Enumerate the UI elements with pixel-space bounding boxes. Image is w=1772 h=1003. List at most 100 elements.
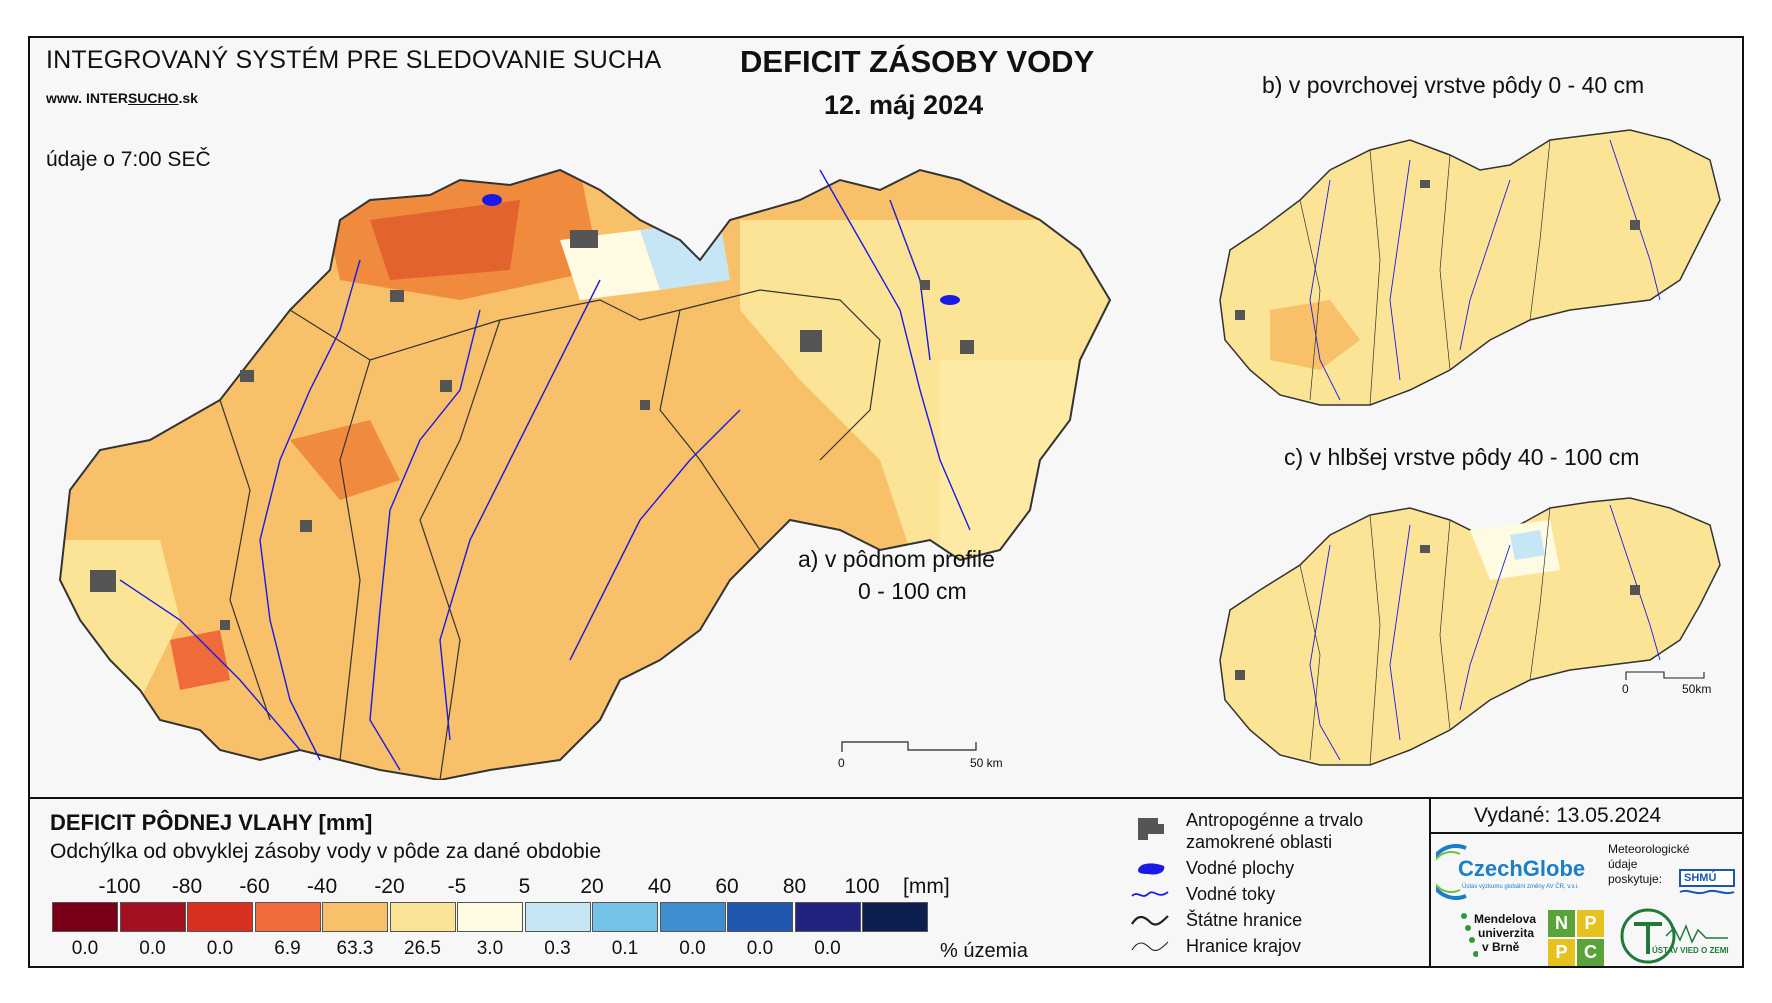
legend-color-box (389, 902, 456, 932)
legend-scale-label: 20 (580, 875, 604, 898)
legend-color-box (457, 902, 523, 932)
legend-region-border: Hranice krajov (1186, 936, 1302, 956)
legend-percent-value: 0.3 (544, 938, 571, 959)
legend-scale-label: 5 (518, 875, 531, 898)
state-border-icon (1131, 915, 1169, 926)
legend-urban-line2: zamokrené oblasti (1186, 832, 1333, 852)
uvz-logo (1620, 908, 1728, 964)
url-part1: INTER (85, 90, 128, 106)
map-a-southwest-red-patch (170, 630, 230, 690)
legend-color-box (322, 902, 388, 932)
map-a-water-bodies (482, 194, 960, 305)
shmu-text: SHMÚ (1684, 872, 1717, 884)
legend-percent-value: 0.0 (206, 938, 234, 959)
map-b-urban-areas (1235, 180, 1640, 320)
map-a-soil-profile (58, 168, 1112, 780)
legend-percent-value: 0.0 (139, 938, 166, 959)
legend-color-box (187, 902, 253, 932)
main-title: DEFICIT ZÁSOBY VODY (740, 44, 1095, 79)
map-a-scale-fifty: 50 km (970, 756, 1003, 770)
legend-water: Vodné plochy (1186, 858, 1295, 878)
legend-color-box (592, 902, 658, 932)
url-suffix: .sk (178, 90, 198, 106)
meteo-line2: údaje (1608, 857, 1638, 871)
shmu-logo (1679, 869, 1735, 895)
legend-color-box (254, 902, 321, 932)
map-b-label: b) v povrchovej vrstve pôdy 0 - 40 cm (1262, 72, 1645, 98)
url-prefix: www. (46, 90, 83, 106)
legend-scale-label: -60 (239, 875, 270, 898)
meteo-line1: Meteorologické (1608, 842, 1690, 856)
nppc-letter-p2: P (1548, 939, 1575, 966)
map-c-territory (1219, 497, 1721, 766)
meteo-line3: poskytuje: (1608, 872, 1663, 886)
legend-percent-value: 0.0 (679, 938, 706, 959)
url-part2: SUCHO (127, 90, 179, 106)
issued-divider (1429, 832, 1744, 834)
legend-percent-value: 26.5 (404, 938, 441, 959)
website-url[interactable]: www. INTERSUCHO.sk (46, 90, 198, 106)
legend-percent-value: 0.0 (814, 938, 841, 959)
legend-scale-label: 60 (715, 875, 739, 898)
legend-panel (28, 797, 1744, 970)
region-border-icon (1131, 941, 1169, 951)
legend-scale-label: -100 (98, 875, 141, 898)
legend-scale-label: -40 (306, 875, 338, 898)
map-small-scale-fifty: 50km (1682, 682, 1712, 696)
legend-percent-value: 0.1 (611, 938, 639, 959)
legend-scale-label: -5 (447, 875, 467, 898)
map-c-label: c) v hlbšej vrstve pôdy 40 - 100 cm (1284, 444, 1640, 470)
legend-color-box (119, 902, 186, 932)
nppc-logo: N P P C (1548, 910, 1604, 966)
map-small-scale-zero: 0 (1622, 682, 1629, 696)
map-b-darker-area (1270, 300, 1360, 370)
map-a-central-dark-area (290, 420, 400, 500)
legend-percent-value: 0.0 (746, 938, 774, 959)
legend-scale-label: 100 (844, 875, 880, 898)
legend-color-box (52, 902, 118, 932)
nppc-letter-n: N (1548, 910, 1575, 937)
map-a-scale-zero: 0 (838, 756, 845, 770)
map-c-urban-areas (1235, 545, 1640, 680)
map-a-label-line1: a) v pôdnom profile (798, 546, 995, 572)
issued-date: Vydané: 13.05.2024 (1474, 804, 1662, 827)
map-a-state-border (58, 168, 1112, 780)
legend-percent-value: 63.3 (336, 938, 374, 959)
legend-scale-label: 80 (782, 875, 807, 898)
mendel-dots-icon (1461, 913, 1478, 957)
mendel-line2: univerzita (1478, 926, 1535, 940)
data-time-note: údaje o 7:00 SEČ (46, 148, 211, 171)
legend-urban-line1: Antropogénne a trvalo (1186, 810, 1364, 830)
legend-unit-percent: % územia (940, 940, 1028, 962)
map-a-urban-areas (90, 230, 974, 630)
main-date: 12. máj 2024 (824, 90, 984, 120)
legend-color-box (862, 902, 928, 932)
system-title: INTEGROVANÝ SYSTÉM PRE SLEDOVANIE SUCHA (46, 46, 662, 74)
legend-percent-value: 3.0 (476, 938, 504, 959)
legend-color-box (794, 902, 861, 932)
map-small-scale-bar (1625, 671, 1705, 680)
legend-scale-label: -80 (171, 875, 203, 898)
nppc-letter-p1: P (1577, 910, 1604, 937)
legend-color-box (524, 902, 591, 932)
legend-unit-mm: [mm] (903, 875, 950, 898)
legend-rivers: Vodné toky (1186, 884, 1276, 904)
river-icon (1131, 891, 1169, 897)
czechglobe-name: CzechGlobe (1458, 856, 1586, 881)
map-a-label-line2: 0 - 100 cm (858, 578, 967, 604)
map-c-region-borders (1299, 507, 1551, 766)
legend-state-border: Štátne hranice (1186, 910, 1303, 930)
urban-area-icon (1138, 818, 1164, 840)
legend-subtitle: Odchýlka od obvyklej zásoby vody v pôde … (50, 840, 602, 863)
uvz-name: ÚSTAV VIED O ZEMI (1652, 946, 1729, 955)
legend-scale-label: -20 (374, 875, 405, 898)
legend-color-box (659, 902, 726, 932)
map-c-rivers (1309, 504, 1661, 761)
map-b-surface-layer (1219, 129, 1721, 406)
czechglobe-logo (1436, 844, 1467, 900)
czechglobe-subtitle: Ústav výzkumu globální změny AV ČR, v.v.… (1462, 884, 1579, 890)
map-b-region-borders (1299, 139, 1551, 406)
legend-title: DEFICIT PÔDNEJ VLAHY [mm] (50, 810, 373, 835)
map-c-deep-layer (1219, 497, 1721, 766)
map-a-north-red-area (370, 200, 520, 280)
